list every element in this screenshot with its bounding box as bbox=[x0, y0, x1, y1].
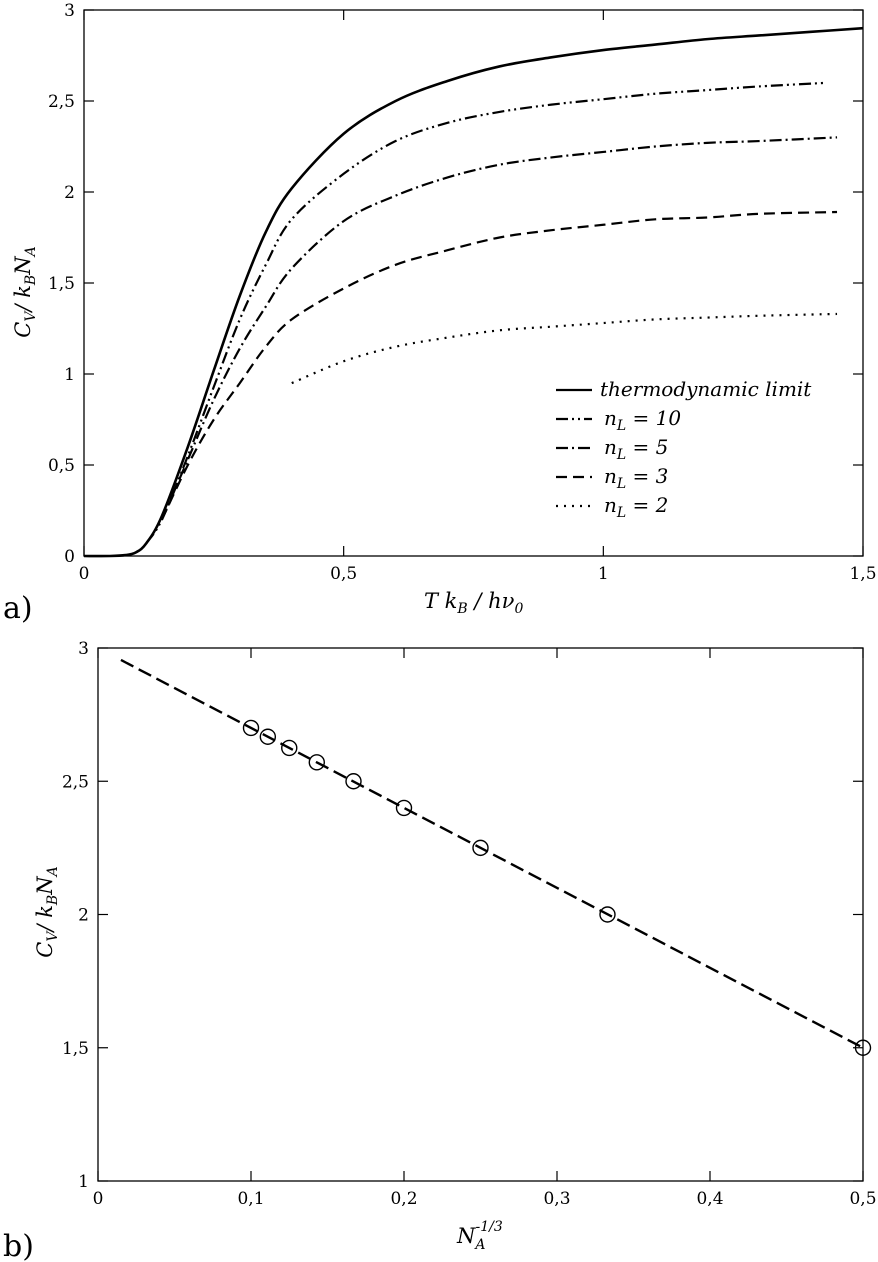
fit-line bbox=[120, 658, 864, 1049]
y-tick-label: 1,5 bbox=[48, 274, 75, 294]
y-tick-label: 3 bbox=[64, 1, 75, 21]
y-tick-label: 1,5 bbox=[62, 1039, 89, 1059]
series-line-4 bbox=[291, 312, 838, 385]
tick-labels: 0 0,5 1 1,5 0 0,5 1 1,5 2 2,5 3 bbox=[48, 1, 877, 584]
data-point bbox=[345, 773, 362, 790]
y-tick-label: 2,5 bbox=[48, 92, 75, 112]
x-tick-label: 0 bbox=[79, 564, 90, 584]
data-point bbox=[281, 739, 298, 757]
x-tick-label: 0,2 bbox=[390, 1189, 417, 1209]
plot-frame bbox=[83, 9, 864, 557]
axis-ticks bbox=[97, 647, 864, 1182]
legend-label: nL = 5 bbox=[604, 435, 668, 463]
series-line-2 bbox=[160, 136, 838, 521]
x-tick-label: 1,5 bbox=[849, 564, 876, 584]
y-tick-label: 0,5 bbox=[48, 456, 75, 476]
x-tick-label: 0,5 bbox=[330, 564, 357, 584]
data-point bbox=[395, 799, 413, 817]
x-tick-label: 0,3 bbox=[543, 1189, 570, 1209]
legend-label: nL = 2 bbox=[604, 493, 668, 521]
data-point bbox=[259, 728, 277, 745]
x-tick-label: 0,5 bbox=[849, 1189, 876, 1209]
x-tick-label: 1 bbox=[598, 564, 609, 584]
data-point bbox=[242, 719, 260, 737]
panel-label: a) bbox=[3, 591, 33, 626]
data-point bbox=[854, 1039, 872, 1056]
x-axis-label: T kB / hν0 bbox=[424, 589, 523, 617]
data-point bbox=[472, 839, 489, 857]
y-axis-label: CV/ kBNA bbox=[11, 246, 39, 337]
y-tick-label: 0 bbox=[64, 547, 75, 567]
y-tick-label: 1 bbox=[78, 1172, 89, 1192]
y-axis-label: CV/ kBNA bbox=[33, 866, 61, 957]
legend-label: thermodynamic limit bbox=[600, 377, 812, 401]
plot-frame bbox=[97, 647, 864, 1182]
data-point bbox=[308, 754, 325, 771]
x-tick-label: 0,4 bbox=[696, 1189, 723, 1209]
series-line-3 bbox=[160, 210, 838, 521]
data-series bbox=[83, 26, 864, 558]
data-point bbox=[599, 906, 616, 923]
data-series bbox=[120, 658, 872, 1056]
x-axis-label: NA-1/3 bbox=[456, 1219, 503, 1253]
y-tick-label: 3 bbox=[78, 639, 89, 659]
legend-label: nL = 3 bbox=[604, 464, 668, 492]
panel-label: b) bbox=[3, 1229, 34, 1262]
x-tick-label: 0 bbox=[93, 1189, 104, 1209]
series-line-1 bbox=[145, 81, 827, 544]
y-tick-label: 2 bbox=[64, 183, 75, 203]
y-tick-label: 2 bbox=[78, 906, 89, 926]
tick-labels: 0 0,1 0,2 0,3 0,4 0,5 1 1,5 2 2,5 3 bbox=[62, 639, 877, 1209]
panel-b: 0 0,1 0,2 0,3 0,4 0,5 1 1,5 2 2,5 3 b) NA-1/3 CV/ … bbox=[3, 639, 877, 1262]
legend-label: nL = 10 bbox=[604, 406, 681, 434]
x-tick-label: 0,1 bbox=[237, 1189, 264, 1209]
axis-ticks bbox=[83, 9, 864, 557]
y-tick-label: 2,5 bbox=[62, 772, 89, 792]
series-line-0 bbox=[83, 26, 864, 558]
y-tick-label: 1 bbox=[64, 365, 75, 385]
panel-a: 0 0,5 1 1,5 0 0,5 1 1,5 2 2,5 3 a) T kB / hν0 CV/ … bbox=[3, 1, 877, 626]
